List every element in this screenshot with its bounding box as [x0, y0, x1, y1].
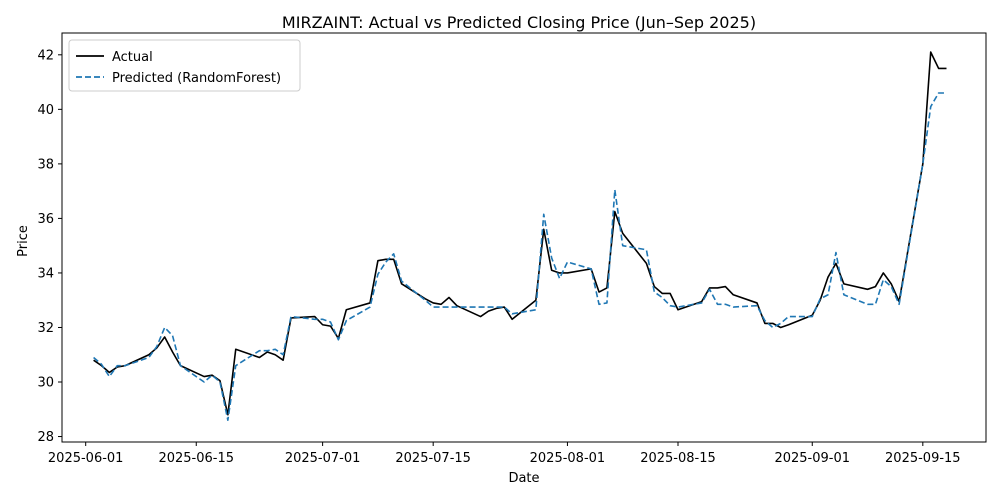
x-tick-label: 2025-09-01 — [774, 451, 850, 466]
x-tick-label: 2025-06-15 — [158, 451, 234, 466]
plot-area — [62, 33, 986, 442]
x-axis-title: Date — [508, 471, 539, 486]
x-tick-label: 2025-09-15 — [885, 451, 961, 466]
y-tick-label: 32 — [37, 321, 54, 336]
x-tick-label: 2025-08-15 — [640, 451, 716, 466]
x-tick-label: 2025-06-01 — [48, 451, 124, 466]
y-axis-title: Price — [16, 225, 31, 257]
legend-label-predicted: Predicted (RandomForest) — [112, 71, 281, 86]
series-layer — [93, 51, 947, 421]
plot-frame — [61, 32, 987, 443]
x-tick-label: 2025-08-01 — [530, 451, 606, 466]
y-tick-label: 30 — [37, 376, 54, 391]
y-tick-label: 36 — [37, 212, 54, 227]
x-axis: 2025-06-01 2025-06-15 2025-07-01 2025-07-15… — [48, 442, 961, 466]
y-tick-label: 34 — [37, 266, 54, 281]
legend-label-actual: Actual — [112, 50, 153, 65]
series-line-predicted — [93, 92, 947, 421]
legend-box — [68, 39, 301, 92]
y-tick-label: 42 — [37, 48, 54, 63]
y-tick-label: 40 — [37, 103, 54, 118]
x-tick-label: 2025-07-01 — [285, 451, 361, 466]
y-axis: 28 30 32 34 36 38 40 42 — [37, 48, 62, 445]
chart-title: MIRZAINT: Actual vs Predicted Closing Pr… — [282, 13, 756, 32]
legend: Actual Predicted (RandomForest) — [68, 39, 301, 92]
y-tick-label: 38 — [37, 157, 54, 172]
x-tick-label: 2025-07-15 — [395, 451, 471, 466]
y-tick-label: 28 — [37, 430, 54, 445]
